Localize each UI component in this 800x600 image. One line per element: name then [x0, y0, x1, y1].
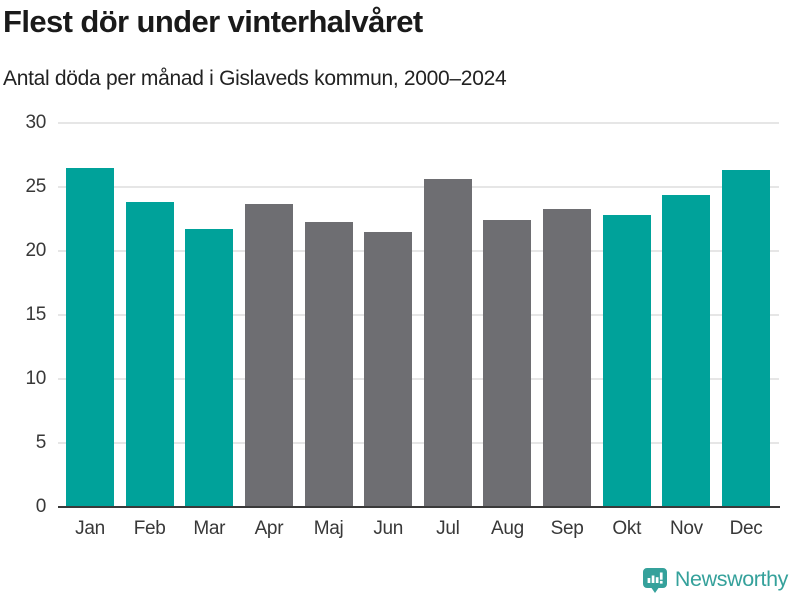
- x-axis-label-maj: Maj: [313, 518, 344, 539]
- x-axis-label-nov: Nov: [669, 518, 703, 539]
- chart-title: Flest dör under vinterhalvåret: [3, 4, 423, 39]
- newsworthy-speech-bubble-bar-chart-icon: [642, 568, 667, 593]
- x-axis-label-jul: Jul: [436, 518, 460, 539]
- bar-dec: [722, 170, 771, 507]
- bar-mar: [185, 229, 234, 507]
- bar-aug: [483, 220, 532, 507]
- y-axis-tick-label-25: 25: [25, 176, 46, 197]
- y-axis-tick-label-15: 15: [25, 304, 46, 325]
- gridline-10: [58, 378, 779, 380]
- y-axis-tick-label-20: 20: [25, 240, 46, 261]
- bar-maj: [304, 221, 353, 507]
- bar-jan: [66, 167, 114, 507]
- x-axis-label-aug: Aug: [491, 518, 524, 539]
- x-axis-label-mar: Mar: [193, 518, 226, 539]
- gridline-15: [58, 314, 779, 316]
- gridline-25: [58, 186, 779, 188]
- x-axis-label-feb: Feb: [133, 518, 166, 539]
- bar-jul: [423, 179, 472, 507]
- bar-apr: [244, 203, 293, 507]
- x-axis-label-jan: Jan: [75, 518, 105, 539]
- bar-jun: [364, 231, 413, 507]
- bar-sep: [543, 208, 592, 507]
- gridline-5: [58, 442, 779, 444]
- x-axis-label-apr: Apr: [254, 518, 284, 539]
- bar-nov: [662, 194, 711, 507]
- x-axis-label-okt: Okt: [612, 518, 642, 539]
- x-axis-line: [58, 506, 780, 508]
- newsworthy-wordmark: Newsworthy: [674, 567, 788, 591]
- bar-okt: [602, 215, 651, 507]
- x-axis-label-jun: Jun: [373, 518, 404, 539]
- y-axis-tick-label-5: 5: [35, 432, 47, 453]
- y-axis-tick-label-0: 0: [35, 496, 47, 517]
- y-axis-tick-label-10: 10: [25, 368, 46, 389]
- gridline-20: [58, 250, 779, 252]
- x-axis-label-dec: Dec: [729, 518, 763, 539]
- newsworthy-logo: Newsworthy: [642, 567, 788, 597]
- y-axis-tick-label-30: 30: [25, 112, 46, 133]
- x-axis-label-sep: Sep: [550, 518, 584, 539]
- chart-subtitle: Antal döda per månad i Gislaveds kommun,…: [3, 67, 507, 90]
- gridline-30: [58, 122, 779, 124]
- bar-feb: [125, 202, 174, 507]
